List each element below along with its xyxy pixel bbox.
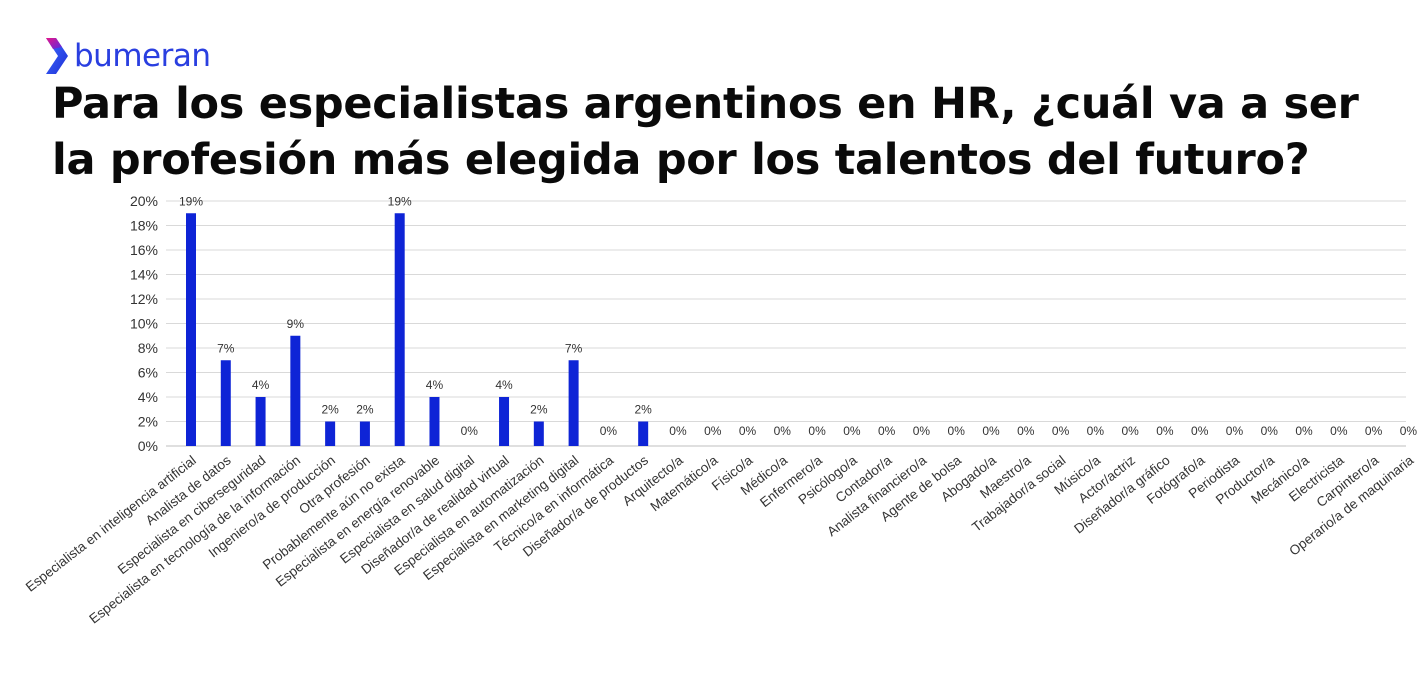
bar <box>429 397 440 446</box>
data-label: 4% <box>495 378 513 392</box>
data-label: 7% <box>565 341 583 355</box>
data-label: 0% <box>1330 424 1348 438</box>
data-label: 19% <box>388 194 412 208</box>
data-label: 0% <box>461 424 479 438</box>
chevron-arrow-logo-icon <box>46 38 68 74</box>
data-label: 0% <box>843 424 861 438</box>
data-label: 0% <box>878 424 896 438</box>
brand-name: bumeran <box>74 37 211 74</box>
data-label: 0% <box>982 424 1000 438</box>
data-label: 2% <box>635 403 653 417</box>
data-label: 0% <box>669 424 687 438</box>
data-label: 7% <box>217 341 235 355</box>
x-tick-label: Especialista en ciberseguridad <box>115 453 269 578</box>
bar <box>638 421 649 446</box>
data-label: 0% <box>948 424 966 438</box>
y-tick-label: 20% <box>130 193 158 209</box>
data-label: 0% <box>1365 424 1383 438</box>
data-label: 0% <box>1017 424 1035 438</box>
data-label: 4% <box>252 378 270 392</box>
bar <box>499 397 510 446</box>
data-label: 0% <box>600 424 618 438</box>
data-label: 0% <box>739 424 757 438</box>
data-label: 0% <box>774 424 792 438</box>
data-label: 0% <box>704 424 722 438</box>
data-label: 0% <box>1261 424 1279 438</box>
bar <box>359 421 370 446</box>
bar <box>290 335 301 446</box>
data-label: 2% <box>356 403 374 417</box>
data-label: 0% <box>808 424 826 438</box>
data-label: 0% <box>1121 424 1139 438</box>
y-tick-label: 14% <box>130 267 158 283</box>
data-label: 9% <box>287 317 305 331</box>
bar <box>325 421 336 446</box>
y-tick-label: 10% <box>130 316 158 332</box>
y-tick-label: 2% <box>138 414 158 430</box>
y-tick-label: 8% <box>138 340 158 356</box>
title-line-2: la profesión más elegida por los talento… <box>52 135 1310 185</box>
data-label: 0% <box>1295 424 1313 438</box>
bar <box>186 213 196 446</box>
data-label: 19% <box>179 194 203 208</box>
data-label: 0% <box>1087 424 1105 438</box>
bar <box>533 421 544 446</box>
y-tick-label: 4% <box>138 389 158 405</box>
bar <box>568 360 579 446</box>
data-label: 4% <box>426 378 444 392</box>
bar <box>255 397 266 446</box>
bar <box>220 360 231 446</box>
data-label: 0% <box>1156 424 1174 438</box>
chart-title: Para los especialistas argentinos en HR,… <box>52 76 1412 188</box>
data-label: 0% <box>1191 424 1209 438</box>
y-tick-label: 12% <box>130 291 158 307</box>
y-tick-label: 18% <box>130 218 158 234</box>
y-tick-label: 0% <box>138 438 158 454</box>
bar <box>394 213 405 446</box>
data-label: 0% <box>1052 424 1070 438</box>
data-label: 2% <box>321 403 339 417</box>
data-label: 0% <box>913 424 931 438</box>
data-label: 0% <box>1400 424 1418 438</box>
data-label: 0% <box>1226 424 1244 438</box>
y-tick-label: 16% <box>130 242 158 258</box>
data-label: 2% <box>530 403 548 417</box>
title-line-1: Para los especialistas argentinos en HR,… <box>52 79 1359 129</box>
y-tick-label: 6% <box>138 365 158 381</box>
brand-logo: bumeran <box>44 36 211 76</box>
